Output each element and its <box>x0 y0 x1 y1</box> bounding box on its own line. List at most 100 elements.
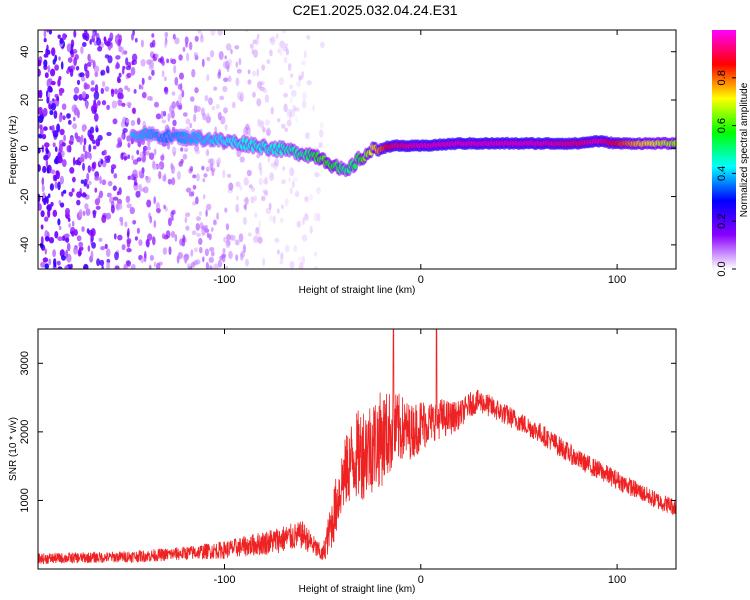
heatmap-cell <box>293 244 298 252</box>
heatmap-cell <box>209 158 215 167</box>
heatmap-cell <box>65 207 70 215</box>
heatmap-cell <box>242 216 247 225</box>
heatmap-cell <box>192 201 197 206</box>
heatmap-frame <box>37 29 677 270</box>
heatmap-cell <box>136 149 140 155</box>
heatmap-cell <box>80 46 84 55</box>
heatmap-cell <box>222 169 226 178</box>
heatmap-cell <box>76 199 81 206</box>
heatmap-cell <box>126 101 132 107</box>
heatmap-cell <box>304 212 309 221</box>
heatmap-cell <box>87 165 92 173</box>
heatmap-cell <box>78 241 84 248</box>
heatmap-cell <box>205 262 209 269</box>
heatmap-cell <box>83 263 89 269</box>
snr-y-ticks: 1000 2000 3000 <box>19 351 676 513</box>
heatmap-cell <box>259 86 266 92</box>
heatmap-cell <box>219 255 224 261</box>
heatmap-cell <box>83 137 87 146</box>
heatmap-cell <box>168 246 172 256</box>
heatmap-cell <box>153 261 157 267</box>
heatmap-cell <box>73 246 78 255</box>
heatmap-cell <box>279 259 284 265</box>
heatmap-cell <box>275 33 279 40</box>
heatmap-cell <box>229 234 235 241</box>
heatmap-cell <box>52 130 59 138</box>
heatmap-cell <box>122 128 128 133</box>
heatmap-cell <box>126 72 132 79</box>
heatmap-cell <box>114 88 118 95</box>
heatmap-cell <box>206 112 210 119</box>
heatmap-cell <box>161 233 166 239</box>
heatmap-cell <box>56 260 61 266</box>
heatmap-cell <box>78 209 83 218</box>
heatmap-cell <box>290 73 294 78</box>
heatmap-cell <box>247 232 252 237</box>
heatmap-cell <box>104 155 110 161</box>
heatmap-cell <box>127 142 131 148</box>
heatmap-cell <box>264 176 269 186</box>
heatmap-cell <box>185 225 190 231</box>
heatmap-cell <box>57 218 61 226</box>
heatmap-cell <box>70 263 73 269</box>
heatmap-cell <box>141 91 147 99</box>
x-tick-label: 0 <box>418 274 424 286</box>
heatmap-cell <box>62 33 67 41</box>
heatmap-cell <box>211 106 216 111</box>
heatmap-cell <box>288 63 292 71</box>
heatmap-cell <box>208 264 213 269</box>
heatmap-cell <box>204 248 209 257</box>
heatmap-cell <box>171 177 176 186</box>
heatmap-cell <box>72 156 76 166</box>
heatmap-cell <box>113 173 118 179</box>
heatmap-cell <box>74 132 79 140</box>
heatmap-cell <box>138 183 142 193</box>
heatmap-cell <box>289 96 293 105</box>
heatmap-cell <box>149 215 152 224</box>
heatmap-cell <box>277 118 281 123</box>
heatmap-cell <box>143 186 149 194</box>
heatmap-cell <box>224 55 227 60</box>
heatmap-cell <box>141 77 145 85</box>
heatmap-cell <box>250 196 255 204</box>
heatmap-cell <box>104 86 110 92</box>
heatmap-cell <box>120 152 125 160</box>
heatmap-cell <box>86 184 90 189</box>
y-tick-label: 3000 <box>19 351 31 375</box>
heatmap-cell <box>101 179 107 186</box>
heatmap-cell <box>262 127 266 133</box>
heatmap-cell <box>57 155 63 164</box>
heatmap-cell <box>38 68 41 77</box>
heatmap-cell <box>81 91 87 99</box>
heatmap-cell <box>216 212 220 220</box>
heatmap-cell <box>320 41 325 49</box>
heatmap-cell <box>303 213 309 222</box>
heatmap-cell <box>266 127 271 136</box>
heatmap-cell <box>100 246 105 251</box>
heatmap-cell <box>258 177 263 186</box>
heatmap-cell <box>292 176 298 182</box>
heatmap-cell <box>244 203 247 211</box>
heatmap-cell <box>257 33 260 40</box>
heatmap-cell <box>210 171 214 177</box>
heatmap-cell <box>255 229 261 238</box>
heatmap-cell <box>284 43 288 49</box>
heatmap-cell <box>56 123 61 133</box>
heatmap-cell <box>105 41 111 47</box>
heatmap-cell <box>50 68 56 77</box>
heatmap-cell <box>145 176 151 184</box>
heatmap-cell <box>82 144 86 153</box>
heatmap-cell <box>186 52 190 62</box>
heatmap-cell <box>121 244 126 251</box>
heatmap-cell <box>65 249 69 259</box>
heatmap-cell <box>45 148 49 155</box>
heatmap-cell <box>130 174 133 180</box>
heatmap-cell <box>86 228 90 234</box>
heatmap-cell <box>288 114 292 121</box>
heatmap-cell <box>313 212 319 222</box>
heatmap-cell <box>205 115 211 124</box>
heatmap-cell <box>203 194 206 200</box>
heatmap-cell <box>48 30 52 35</box>
heatmap-cell <box>236 91 242 101</box>
heatmap-cell <box>262 189 269 194</box>
